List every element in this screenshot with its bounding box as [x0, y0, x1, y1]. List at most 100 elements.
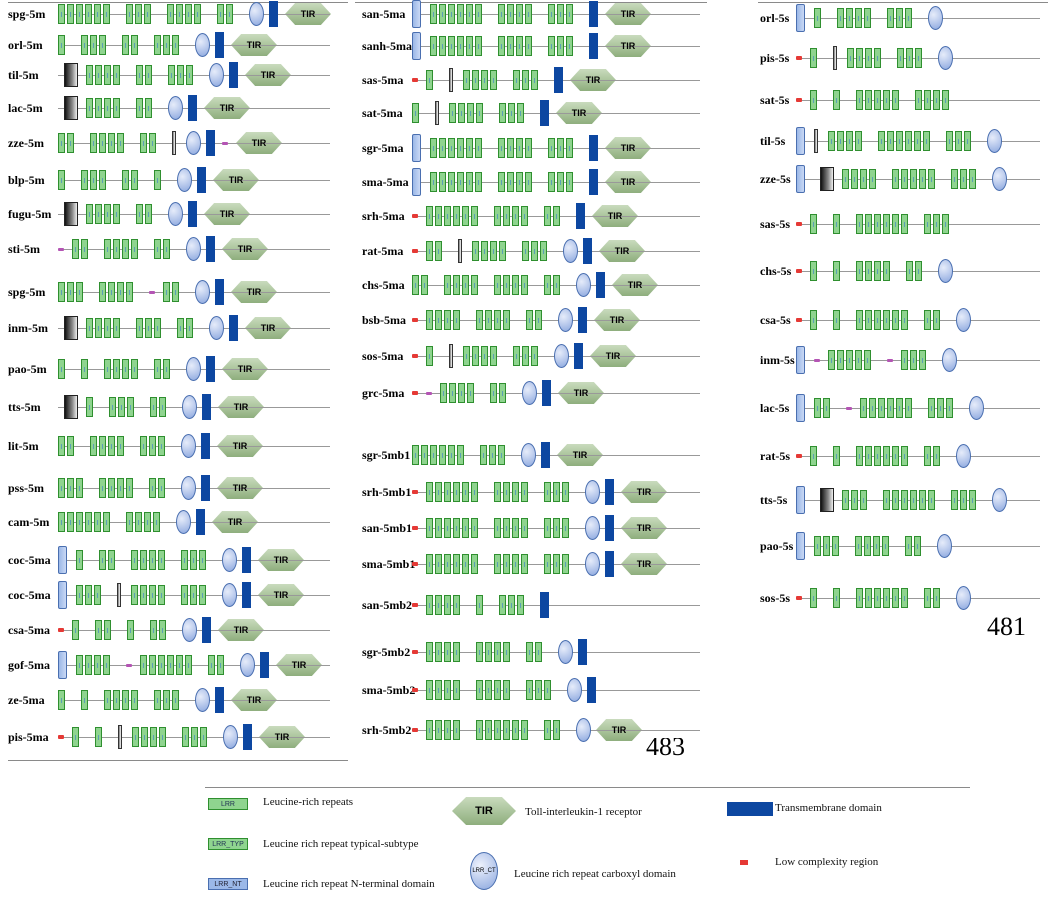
lrr-domain: [99, 133, 106, 153]
lrr-domain: [883, 490, 890, 510]
lrr-domain: [846, 131, 853, 151]
lrr-domain: [548, 138, 555, 158]
lrr-domain: [485, 680, 492, 700]
lrr-domain: [522, 241, 529, 261]
backbone-line: [412, 393, 700, 394]
lrr-domain: [814, 8, 821, 28]
lrr-domain: [494, 518, 501, 538]
lrr-domain: [94, 512, 101, 532]
lrr-domain: [544, 518, 551, 538]
lrr-domain: [90, 170, 97, 190]
lrr-domain: [901, 490, 908, 510]
lrr-domain: [435, 720, 442, 740]
lrr-domain: [842, 490, 849, 510]
lrr-ct-domain: [176, 510, 191, 534]
backbone-line: [58, 665, 330, 666]
lrr-domain: [521, 206, 528, 226]
protein-label: sti-5m: [8, 242, 40, 256]
lrr-domain: [490, 241, 497, 261]
protein-label: sanh-5ma: [362, 39, 413, 53]
backbone-line: [412, 690, 700, 691]
lrr-domain: [928, 169, 935, 189]
lrr-domain: [513, 346, 520, 366]
lrr-ct-domain: [558, 640, 573, 664]
lrr-domain: [906, 48, 913, 68]
transmembrane-domain: [243, 724, 252, 750]
lrr-domain: [457, 172, 464, 192]
protein-label: sgr-5mb2: [362, 645, 411, 659]
protein-label: til-5m: [8, 68, 39, 82]
transmembrane-domain: [605, 515, 614, 541]
lrr-domain: [104, 65, 111, 85]
legend-tir-text: Toll-interleukin-1 receptor: [525, 806, 642, 818]
lrr-domain: [865, 48, 872, 68]
protein-row: spg-5m TIR: [0, 279, 1052, 305]
lrr-ct-domain: [576, 273, 591, 297]
lrr-domain: [140, 550, 147, 570]
lrr-domain: [76, 4, 83, 24]
transmembrane-domain: [596, 272, 605, 298]
lrr-domain: [462, 482, 469, 502]
protein-label: orl-5m: [8, 38, 43, 52]
lrr-ct-domain: [209, 316, 224, 340]
tir-domain: TIR: [231, 281, 277, 303]
lrr-domain: [475, 138, 482, 158]
lrr-domain: [924, 310, 931, 330]
narrow-black-domain: [117, 583, 121, 607]
lrr-domain: [439, 445, 446, 465]
low-complexity-region: [412, 562, 418, 566]
protein-label: fugu-5m: [8, 207, 52, 221]
lrr-ct-domain: [181, 434, 196, 458]
lrr-domain: [440, 383, 447, 403]
backbone-line: [796, 598, 1040, 599]
lrr-domain: [81, 35, 88, 55]
lrr-domain: [103, 655, 110, 675]
lrr-domain: [499, 241, 506, 261]
lrr-domain: [878, 131, 885, 151]
lrr-ct-domain: [168, 96, 183, 120]
lrr-ct-domain: [585, 516, 600, 540]
lrr-domain: [453, 310, 460, 330]
lrr-domain: [937, 398, 944, 418]
lrr-domain: [113, 65, 120, 85]
lrr-domain: [503, 275, 510, 295]
small-motif: [222, 142, 228, 145]
lrr-domain: [553, 554, 560, 574]
lrr-domain: [127, 397, 134, 417]
lrr-domain: [503, 554, 510, 574]
lrr-domain: [883, 310, 890, 330]
protein-row: sma-5ma TIR: [0, 168, 1052, 196]
lrr-domain: [874, 446, 881, 466]
lrr-domain: [453, 482, 460, 502]
lrr-domain: [94, 655, 101, 675]
lrr-domain: [181, 550, 188, 570]
protein-label: chs-5s: [760, 264, 792, 278]
lrr-domain: [471, 275, 478, 295]
lrr-domain: [95, 727, 102, 747]
lrr-domain: [476, 103, 483, 123]
lrr-domain: [814, 398, 821, 418]
lrr-domain: [525, 172, 532, 192]
lrr-domain: [122, 239, 129, 259]
lrr-domain: [94, 585, 101, 605]
lrr-ct-domain: [249, 2, 264, 26]
protein-label: sat-5ma: [362, 106, 403, 120]
lrr-domain: [99, 282, 106, 302]
protein-label: tts-5m: [8, 400, 41, 414]
lrr-domain: [113, 690, 120, 710]
lrr-domain: [544, 720, 551, 740]
lrr-domain: [167, 4, 174, 24]
lrr-domain: [901, 588, 908, 608]
protein-row: coc-5ma TIR: [0, 546, 1052, 574]
lrr-domain: [526, 680, 533, 700]
lrr-domain: [865, 446, 872, 466]
protein-row: blp-5m TIR: [0, 167, 1052, 193]
protein-label: sos-5ma: [362, 349, 404, 363]
tir-domain: TIR: [258, 549, 304, 571]
lrr-domain: [140, 436, 147, 456]
lrr-domain: [914, 131, 921, 151]
lrr-domain: [508, 595, 515, 615]
lrr-domain: [498, 4, 505, 24]
lrr-domain: [942, 214, 949, 234]
lrr-domain: [960, 490, 967, 510]
